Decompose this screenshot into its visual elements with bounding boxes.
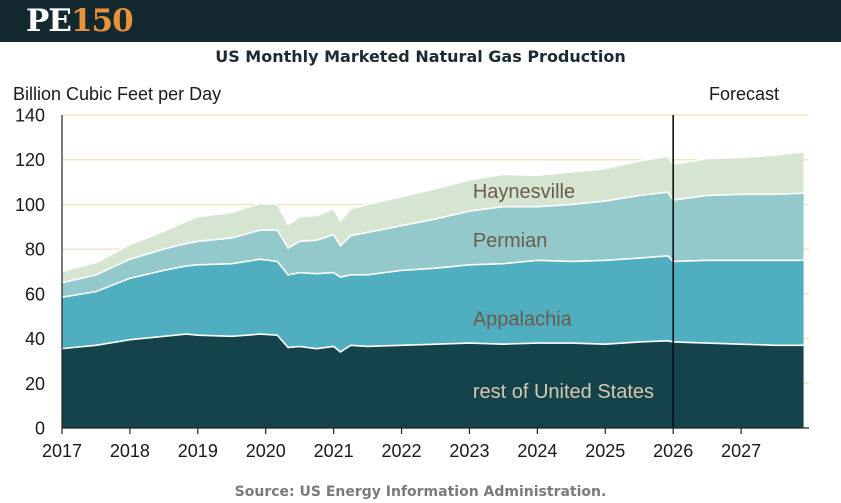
logo-150-text: 150 bbox=[70, 3, 134, 39]
x-tick-label-2018: 2018 bbox=[110, 441, 150, 461]
x-tick-label-2026: 2026 bbox=[653, 441, 693, 461]
series-label-rest-of-united-states: rest of United States bbox=[473, 381, 654, 403]
boundary-haynesville bbox=[61, 151, 804, 273]
boundary-permian bbox=[61, 191, 804, 284]
source-note: Source: US Energy Information Administra… bbox=[234, 484, 607, 500]
area-appalachia bbox=[62, 255, 804, 352]
area-rest-of-united-states bbox=[62, 334, 804, 428]
header-bar: PE150 bbox=[0, 0, 841, 42]
y-tick-label-100: 100 bbox=[15, 195, 45, 215]
y-tick-label-140: 140 bbox=[15, 106, 45, 126]
y-tick-label-40: 40 bbox=[25, 329, 45, 349]
pe150-logo[interactable]: PE150 bbox=[26, 3, 134, 39]
series-label-haynesville: Haynesville bbox=[473, 181, 575, 203]
y-axis-title: Billion Cubic Feet per Day bbox=[13, 84, 221, 104]
forecast-label: Forecast bbox=[709, 84, 779, 104]
x-tick-label-2023: 2023 bbox=[449, 441, 489, 461]
area-permian bbox=[62, 192, 804, 298]
boundary-rest-of-united-states bbox=[61, 333, 804, 353]
chart-title: US Monthly Marketed Natural Gas Producti… bbox=[215, 47, 626, 66]
x-tick-label-2022: 2022 bbox=[382, 441, 422, 461]
y-tick-label-120: 120 bbox=[15, 150, 45, 170]
x-tick-label-2020: 2020 bbox=[246, 441, 286, 461]
logo-pe-text: PE bbox=[26, 3, 72, 39]
y-tick-label-0: 0 bbox=[35, 419, 45, 439]
y-tick-label-80: 80 bbox=[25, 240, 45, 260]
boundary-appalachia bbox=[61, 255, 804, 299]
x-tick-label-2021: 2021 bbox=[314, 441, 354, 461]
y-tick-label-60: 60 bbox=[25, 284, 45, 304]
y-tick-label-20: 20 bbox=[25, 374, 45, 394]
area-haynesville bbox=[62, 151, 804, 283]
x-tick-label-2027: 2027 bbox=[721, 441, 761, 461]
x-tick-label-2025: 2025 bbox=[585, 441, 625, 461]
x-tick-label-2019: 2019 bbox=[178, 441, 218, 461]
x-tick-label-2017: 2017 bbox=[42, 441, 82, 461]
series-label-appalachia: Appalachia bbox=[473, 308, 573, 330]
series-label-permian: Permian bbox=[473, 230, 547, 252]
x-tick-label-2024: 2024 bbox=[517, 441, 557, 461]
